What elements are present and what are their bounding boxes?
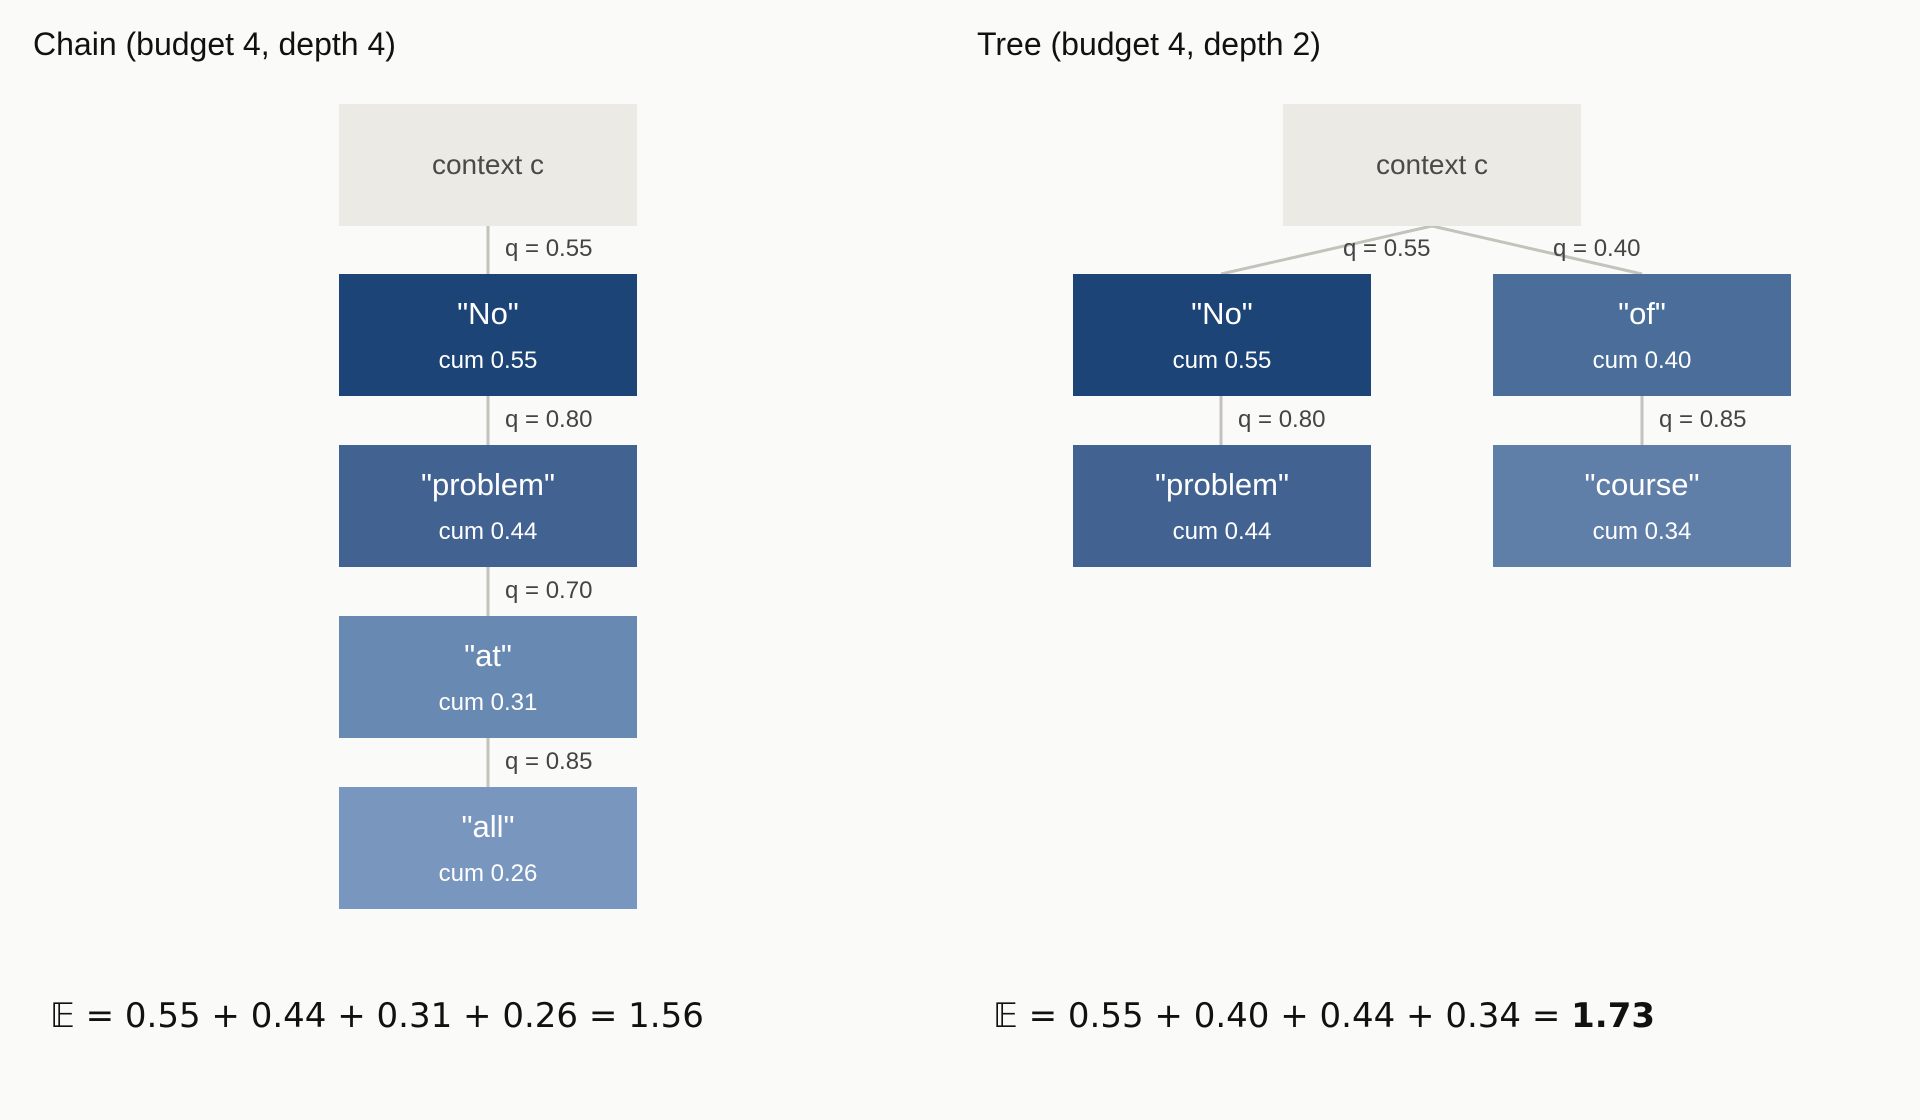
chain-node-3-cum: cum 0.31 bbox=[438, 688, 538, 716]
chain-edge-2-prob: q = 0.80 bbox=[505, 406, 593, 433]
tree-context-label: context c bbox=[1375, 149, 1489, 180]
chain-node-4-token: "all" bbox=[461, 808, 515, 844]
chain-node-1: "No" cum 0.55 bbox=[339, 274, 637, 396]
chain-node-1-cum: cum 0.55 bbox=[438, 346, 538, 374]
chain-expectation-formula: 𝔼 = 0.55 + 0.44 + 0.31 + 0.26 = 1.56 bbox=[50, 996, 704, 1036]
tree-formula-result: 1.73 bbox=[1571, 996, 1656, 1036]
tree-edge-no-prob: q = 0.55 bbox=[1343, 235, 1431, 262]
chain-node-3-token: "at" bbox=[464, 637, 512, 673]
tree-edge-root-no bbox=[1220, 224, 1433, 276]
tree-edge-problem-prob: q = 0.80 bbox=[1238, 406, 1326, 433]
chain-panel-title: Chain (budget 4, depth 4) bbox=[33, 26, 396, 62]
tree-node-of: "of" cum 0.40 bbox=[1493, 274, 1791, 396]
tree-expectation-formula: 𝔼 = 0.55 + 0.40 + 0.44 + 0.34 = 1.73 bbox=[993, 996, 1655, 1036]
tree-node-of-token: "of" bbox=[1618, 295, 1666, 331]
tree-context-node: context c bbox=[1283, 104, 1581, 226]
chain-node-3: "at" cum 0.31 bbox=[339, 616, 637, 738]
chain-context-node: context c bbox=[339, 104, 637, 226]
chain-node-4-cum: cum 0.26 bbox=[438, 859, 538, 887]
tree-node-problem: "problem" cum 0.44 bbox=[1073, 445, 1371, 567]
tree-node-of-cum: cum 0.40 bbox=[1592, 346, 1692, 374]
tree-node-no-cum: cum 0.55 bbox=[1172, 346, 1272, 374]
tree-node-no: "No" cum 0.55 bbox=[1073, 274, 1371, 396]
tree-edge-of-prob: q = 0.40 bbox=[1553, 235, 1641, 262]
tree-node-no-token: "No" bbox=[1191, 295, 1253, 331]
chain-edge-4-prob: q = 0.85 bbox=[505, 748, 593, 775]
chain-edge-3-prob: q = 0.70 bbox=[505, 577, 593, 604]
tree-edge-root-of bbox=[1431, 224, 1643, 276]
tree-node-course: "course" cum 0.34 bbox=[1493, 445, 1791, 567]
chain-node-2-cum: cum 0.44 bbox=[438, 517, 538, 545]
chain-node-4: "all" cum 0.26 bbox=[339, 787, 637, 909]
tree-edge-course-prob: q = 0.85 bbox=[1659, 406, 1747, 433]
chain-node-1-token: "No" bbox=[457, 295, 519, 331]
tree-node-problem-token: "problem" bbox=[1154, 466, 1289, 502]
tree-formula-terms: 𝔼 = 0.55 + 0.40 + 0.44 + 0.34 = bbox=[993, 996, 1572, 1036]
chain-node-2: "problem" cum 0.44 bbox=[339, 445, 637, 567]
tree-panel-title: Tree (budget 4, depth 2) bbox=[977, 26, 1321, 62]
chain-context-label: context c bbox=[431, 149, 545, 180]
tree-node-problem-cum: cum 0.44 bbox=[1172, 517, 1272, 545]
tree-node-course-cum: cum 0.34 bbox=[1592, 517, 1692, 545]
chain-node-2-token: "problem" bbox=[420, 466, 555, 502]
chain-edge-1-prob: q = 0.55 bbox=[505, 235, 593, 262]
tree-node-course-token: "course" bbox=[1584, 466, 1700, 502]
